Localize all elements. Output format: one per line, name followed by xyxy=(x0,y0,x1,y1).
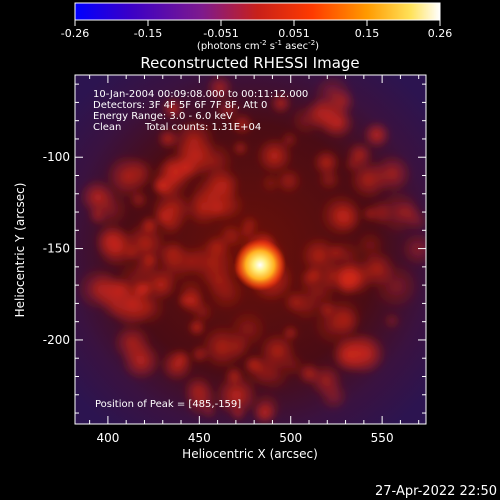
emission-blob xyxy=(206,75,234,102)
emission-blob xyxy=(150,188,193,231)
image-title: Reconstructed RHESSI Image xyxy=(140,54,359,72)
x-axis-label: Heliocentric X (arcsec) xyxy=(182,447,318,461)
clean-text: Clean xyxy=(93,122,121,133)
emission-blob xyxy=(296,269,339,312)
emission-blob xyxy=(224,365,245,386)
colorbar-ticks: -0.26 -0.15 -0.051 0.051 0.15 0.26 xyxy=(61,20,452,40)
emission-blob xyxy=(156,127,179,150)
y-tick-label: -150 xyxy=(43,242,70,256)
emission-blob xyxy=(269,92,292,115)
emission-blob xyxy=(201,403,218,420)
emission-blob xyxy=(160,348,194,382)
emission-blob xyxy=(400,231,426,267)
emission-blob xyxy=(372,262,420,311)
colorbar-tick-label: 0.15 xyxy=(355,27,380,40)
image-area xyxy=(75,75,426,424)
emission-blob xyxy=(94,222,129,258)
y-tick-label: -100 xyxy=(43,150,70,164)
emission-blob xyxy=(404,208,426,233)
x-tick-label: 400 xyxy=(96,431,119,445)
x-tick-label: 500 xyxy=(279,431,302,445)
y-tick-label: -200 xyxy=(43,333,70,347)
emission-blob xyxy=(281,324,299,342)
peak-source xyxy=(234,239,286,291)
emission-blob xyxy=(308,363,344,398)
colorbar-tick-label: 0.051 xyxy=(278,27,310,40)
emission-blob xyxy=(182,374,214,406)
plot-frame xyxy=(74,74,427,425)
emission-blob xyxy=(214,373,259,418)
emission-blob xyxy=(362,120,391,149)
footer-date: 27-Apr-2022 22:50 xyxy=(375,484,497,499)
emission-blob xyxy=(319,193,364,238)
emission-blob xyxy=(133,253,162,282)
emission-blob xyxy=(193,140,235,183)
emission-blob xyxy=(79,178,116,215)
emission-blob xyxy=(190,299,215,324)
colorbar-tick-label: -0.051 xyxy=(203,27,238,40)
emission-blob xyxy=(153,243,195,285)
emission-blob xyxy=(87,206,107,225)
peak-position-text: Position of Peak = [485,-159] xyxy=(95,399,241,410)
energy-range-text: Energy Range: 3.0 - 6.0 keV xyxy=(93,111,233,122)
emission-blob xyxy=(105,153,151,199)
emission-blob xyxy=(161,96,185,121)
colorbar-tick-label: -0.26 xyxy=(61,27,89,40)
emission-blob xyxy=(382,311,402,331)
emission-blob xyxy=(252,401,277,424)
emission-blob xyxy=(239,214,260,235)
colorbar-tick-label: -0.15 xyxy=(134,27,162,40)
emission-blob xyxy=(326,242,347,263)
emission-blob xyxy=(275,167,303,195)
emission-blob xyxy=(247,356,266,375)
emission-blob xyxy=(348,158,390,201)
total-counts-text: Total counts: 1.31E+04 xyxy=(144,122,261,133)
x-tick-label: 550 xyxy=(371,431,394,445)
emission-blob xyxy=(123,221,168,266)
emission-blob xyxy=(323,295,364,336)
colorbar-units: (photons cm-2 s-1 asec-2) xyxy=(197,39,319,52)
time-range-text: 10-Jan-2004 00:09:08.000 to 00:11:12.000 xyxy=(93,89,308,100)
y-axis-label: Heliocentric Y (arcsec) xyxy=(13,183,27,318)
emission-blob xyxy=(327,87,357,117)
emission-blobs xyxy=(76,75,426,424)
emission-blob xyxy=(230,405,247,422)
emission-blob xyxy=(230,112,254,136)
emission-blob xyxy=(110,287,151,329)
emission-blob xyxy=(312,148,341,177)
x-tick-label: 450 xyxy=(188,431,211,445)
emission-blob xyxy=(231,139,249,157)
emission-blob xyxy=(345,332,387,375)
detectors-text: Detectors: 3F 4F 5F 6F 7F 8F, Att 0 xyxy=(93,100,267,111)
emission-blob xyxy=(207,273,246,312)
colorbar xyxy=(74,2,441,21)
emission-blob xyxy=(215,97,241,122)
y-axis-ticks: -100 -150 -200 xyxy=(43,83,426,414)
emission-blob xyxy=(112,323,152,363)
colorbar-tick-label: 0.26 xyxy=(428,27,453,40)
emission-blob xyxy=(255,137,294,175)
emission-blob xyxy=(189,173,236,219)
x-axis-ticks: 400 450 500 550 xyxy=(89,75,420,445)
emission-blob xyxy=(199,324,245,370)
emission-blob xyxy=(190,345,209,364)
emission-blob xyxy=(345,141,374,169)
